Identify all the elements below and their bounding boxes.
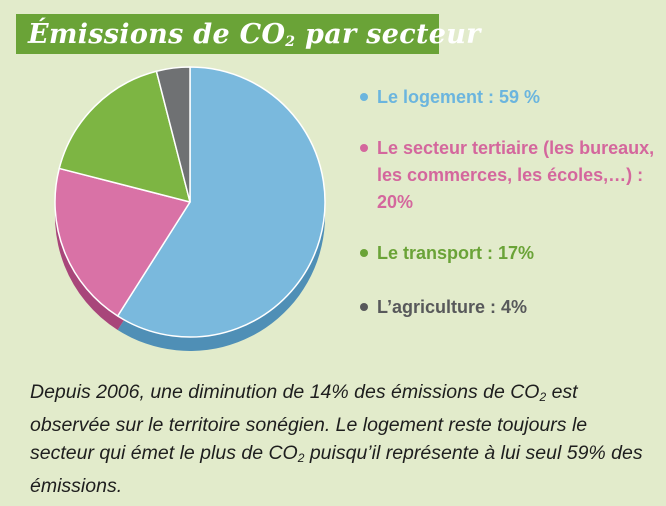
caption-text: Depuis 2006, une diminution de 14% des é… <box>30 381 643 497</box>
legend-label-transport: Le transport : 17% <box>377 243 535 263</box>
legend-dot-tertiaire <box>360 144 368 152</box>
pie-slice-logement <box>116 66 326 338</box>
legend-item-logement: Le logement : 59 % <box>360 84 660 111</box>
pie-slice-transport <box>58 70 191 203</box>
legend-label-tertiaire: Le secteur tertiaire (les bureaux, les c… <box>377 138 655 212</box>
legend-item-transport: Le transport : 17% <box>360 240 660 267</box>
pie-slice-tertiaire <box>54 167 191 317</box>
pie-slice-agriculture <box>155 66 191 203</box>
legend-item-tertiaire: Le secteur tertiaire (les bureaux, les c… <box>360 135 660 216</box>
legend-label-logement: Le logement : 59 % <box>377 87 541 107</box>
legend-label-agriculture: L’agriculture : 4% <box>377 297 528 317</box>
chart-title: Émissions de CO2 par secteur <box>28 18 481 50</box>
legend-dot-agriculture <box>360 303 368 311</box>
title-banner: Émissions de CO2 par secteur <box>16 14 480 54</box>
legend-dot-transport <box>360 249 368 257</box>
pie-chart <box>54 66 326 351</box>
legend-dot-logement <box>360 93 368 101</box>
legend-item-agriculture: L’agriculture : 4% <box>360 294 660 321</box>
